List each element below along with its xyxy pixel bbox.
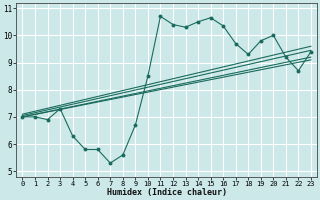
X-axis label: Humidex (Indice chaleur): Humidex (Indice chaleur) [107,188,227,197]
